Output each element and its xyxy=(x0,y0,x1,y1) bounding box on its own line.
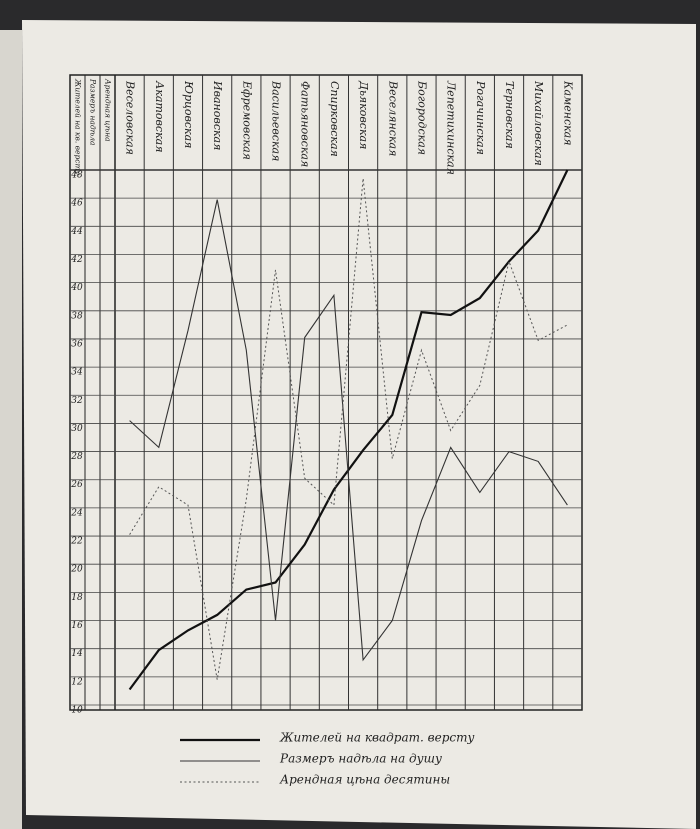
x-tick-label: Каменская xyxy=(561,80,574,146)
x-tick-label: Богородская xyxy=(415,80,428,155)
y-tick-label: 28 xyxy=(70,452,83,462)
y-tick-label: 20 xyxy=(70,565,83,575)
x-tick-label: Фатьяновская xyxy=(299,81,312,167)
axis-header: Жителей на кв. версту xyxy=(74,78,83,176)
x-tick-label: Веселовская xyxy=(124,80,137,155)
y-tick-label: 18 xyxy=(71,593,83,603)
series-line xyxy=(129,199,568,662)
x-tick-label: Лепетихинская xyxy=(445,80,458,175)
x-tick-label: Ефремовская xyxy=(240,80,253,160)
y-tick-label: 46 xyxy=(70,199,83,209)
y-tick-label: 34 xyxy=(71,368,83,378)
y-tick-label: 12 xyxy=(71,677,83,687)
facing-page xyxy=(0,30,22,829)
x-tick-label: Спирковская xyxy=(328,81,341,157)
series-line xyxy=(128,169,569,691)
y-tick-label: 48 xyxy=(70,171,83,181)
legend-label: Размеръ надѣла на душу xyxy=(279,752,442,766)
y-tick-label: 36 xyxy=(71,339,83,349)
y-tick-label: 24 xyxy=(70,508,83,518)
legend-label: Жителей на квадрат. версту xyxy=(279,731,474,745)
x-tick-label: Михайловская xyxy=(532,80,545,166)
y-tick-label: 32 xyxy=(71,396,83,406)
y-tick-label: 14 xyxy=(71,649,83,659)
y-tick-label: 42 xyxy=(70,255,83,265)
y-tick-label: 38 xyxy=(71,311,83,321)
y-tick-label: 40 xyxy=(70,283,83,293)
y-tick-label: 10 xyxy=(71,706,83,716)
series-line xyxy=(129,178,568,680)
y-tick-label: 26 xyxy=(70,480,83,490)
x-tick-label: Терновская xyxy=(503,81,516,149)
y-tick-label: 22 xyxy=(70,537,83,547)
x-tick-label: Васильевская xyxy=(270,80,283,161)
legend-label: Арендная цѣна десятины xyxy=(279,773,450,787)
x-tick-label: Ивановская xyxy=(211,80,224,150)
x-tick-label: Рогачинская xyxy=(474,80,487,155)
x-tick-label: Веселянская xyxy=(386,80,399,156)
x-tick-label: Юрцовская xyxy=(182,80,195,148)
y-tick-label: 30 xyxy=(71,424,83,434)
axis-header: Арендная цѣна xyxy=(104,78,113,142)
x-tick-label: Акатовская xyxy=(153,80,166,152)
y-tick-label: 16 xyxy=(71,621,83,631)
x-tick-label: Дьяковская xyxy=(357,80,370,149)
axis-header: Размеръ надѣла xyxy=(89,78,98,145)
paper xyxy=(22,20,696,829)
y-tick-label: 44 xyxy=(70,227,83,237)
